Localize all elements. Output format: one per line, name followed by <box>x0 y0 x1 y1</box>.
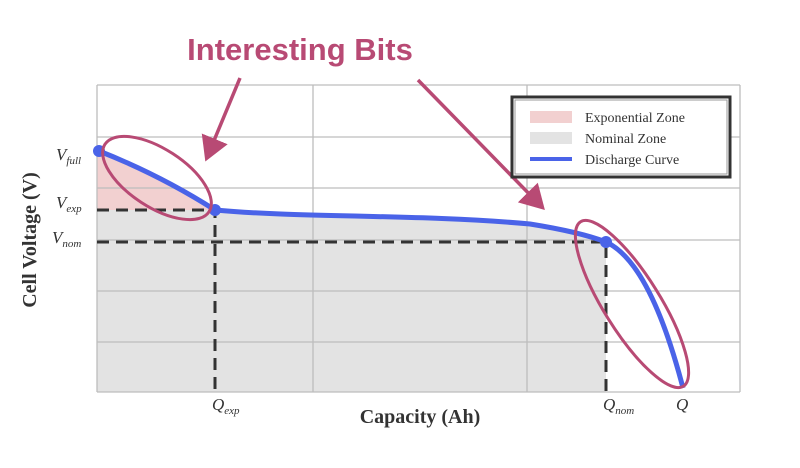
symbol: V <box>52 228 65 247</box>
subscript: full <box>66 155 81 167</box>
exponential-zone <box>97 151 215 210</box>
subscript: nom <box>62 238 81 250</box>
y-axis-label: Cell Voltage (V) <box>19 172 41 308</box>
discharge-curve <box>98 148 686 389</box>
y-markers: Vfull Vexp Vnom <box>52 145 82 250</box>
title: Interesting Bits <box>187 32 413 67</box>
symbol: V <box>56 193 69 212</box>
subscript: exp <box>66 203 82 215</box>
legend-label: Exponential Zone <box>585 111 685 126</box>
highlight-ring <box>573 218 691 390</box>
legend-label: Discharge Curve <box>585 153 679 168</box>
x-marker: Qexp <box>212 395 240 417</box>
x-marker: Qnom <box>603 395 634 417</box>
symbol: V <box>56 145 69 164</box>
arrow <box>416 78 545 211</box>
highlight-ring <box>101 134 213 222</box>
subscript: nom <box>615 405 634 417</box>
y-marker: Vexp <box>56 193 82 215</box>
symbol: Q <box>603 395 615 414</box>
x-markers: Qexp Qnom Q <box>212 395 688 417</box>
y-marker: Vnom <box>52 228 81 250</box>
nominal-zone <box>97 210 606 392</box>
subscript: exp <box>224 405 240 417</box>
x-axis-label: Capacity (Ah) <box>360 406 481 428</box>
symbol: Q <box>212 395 224 414</box>
x-marker: Q <box>676 395 688 414</box>
legend-swatch <box>530 132 572 144</box>
arrow <box>201 77 242 162</box>
y-marker: Vfull <box>56 145 81 167</box>
legend-swatch <box>530 111 572 123</box>
legend-inner <box>514 99 728 175</box>
legend: Exponential Zone Nominal Zone Discharge … <box>510 95 732 179</box>
legend-label: Nominal Zone <box>585 132 666 147</box>
nom-guide <box>97 240 608 392</box>
point-nom <box>600 236 612 248</box>
